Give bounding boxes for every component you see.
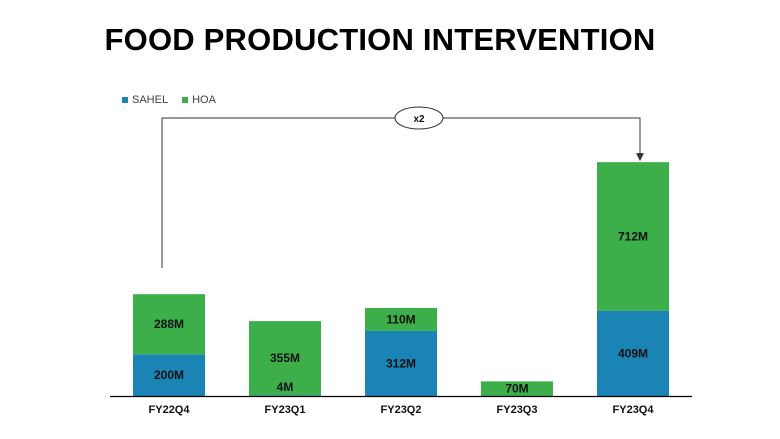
data-label-hoa-FY23Q1: 355M [270,351,300,365]
legend-swatch-hoa [182,97,189,103]
category-label-FY23Q4: FY23Q4 [613,404,655,416]
annotation-connector [161,117,641,268]
category-label-FY23Q1: FY23Q1 [265,404,306,416]
annotation-label: x2 [413,114,425,125]
data-label-sahel-FY23Q1: 4M [277,380,294,394]
data-label-sahel-FY23Q4: 409M [618,346,648,360]
legend-label-hoa: HOA [192,94,216,106]
data-label-hoa-FY23Q4: 712M [618,229,648,243]
data-label-sahel-FY22Q4: 200M [154,368,184,382]
bar-sahel-FY23Q2 [365,330,437,396]
bar-hoa-FY23Q1 [249,321,321,396]
legend-item-sahel: SAHEL [122,94,168,106]
category-label-FY23Q2: FY23Q2 [381,404,422,416]
data-label-hoa-FY23Q3: 70M [505,382,528,396]
annotation-arrowhead [636,153,644,162]
bar-hoa-FY23Q3 [481,381,553,396]
category-label-FY22Q4: FY22Q4 [149,404,191,416]
chart-title: FOOD PRODUCTION INTERVENTION [104,22,656,57]
legend: SAHEL HOA [122,94,216,106]
bar-hoa-FY23Q2 [365,307,437,331]
data-label-hoa-FY22Q4: 288M [154,317,184,331]
category-label-FY23Q3: FY23Q3 [497,404,538,416]
bar-sahel-FY22Q4 [133,354,205,396]
data-label-sahel-FY23Q2: 312M [386,356,416,370]
legend-swatch-sahel [122,97,128,103]
bar-hoa-FY22Q4 [133,294,205,355]
bar-sahel-FY23Q4 [597,310,669,396]
bar-hoa-FY23Q4 [597,162,669,311]
bar-sahel-FY23Q1 [249,395,321,396]
annotation-bubble [394,106,444,130]
data-label-hoa-FY23Q2: 110M [386,312,415,326]
legend-item-hoa: HOA [182,94,216,106]
legend-label-sahel: SAHEL [132,94,169,106]
